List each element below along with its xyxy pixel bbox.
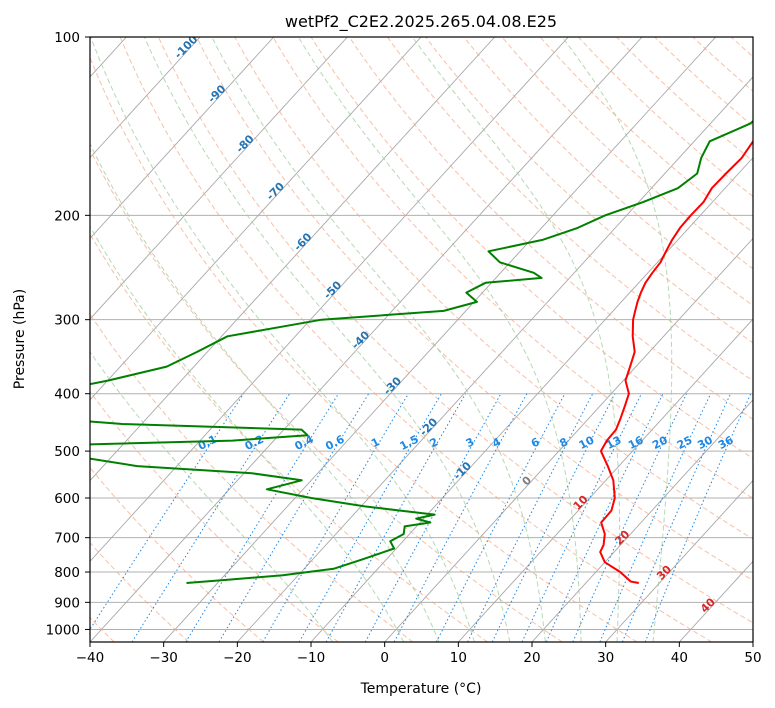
isotherm-line <box>90 37 643 642</box>
dry-adiabat-line <box>90 466 264 642</box>
isotherm-line <box>237 76 753 642</box>
y-tick-label: 400 <box>54 387 80 403</box>
x-axis-label: Temperature (°C) <box>360 681 482 697</box>
y-tick-label: 900 <box>54 595 80 611</box>
x-tick-label: 50 <box>744 650 761 666</box>
isotherm-line <box>90 37 275 240</box>
x-tick-label: 0 <box>380 650 389 666</box>
y-tick-label: 100 <box>54 30 80 46</box>
isotherm-line <box>90 37 496 482</box>
x-axis: −40 −30 −20 −10 0 10 20 30 40 50 <box>76 642 762 666</box>
mixing-ratio-line <box>325 393 467 642</box>
mixing-ratio-line <box>185 393 339 642</box>
moist-adiabat-line <box>90 142 440 642</box>
dry-adiabat-line <box>90 56 638 642</box>
moist-adiabat-line <box>90 37 475 642</box>
y-tick-label: 800 <box>54 565 80 581</box>
dry-adiabat-line <box>234 37 753 540</box>
mixing-ratio-line <box>644 393 752 642</box>
isotherm-line <box>90 37 422 401</box>
isotherm-line <box>90 37 201 159</box>
x-tick-label: −10 <box>297 650 326 666</box>
mixing-ratio-line <box>393 393 528 642</box>
y-axis: 100 200 300 400 500 600 700 800 900 1000 <box>46 30 90 638</box>
y-tick-label: 200 <box>54 208 80 224</box>
mixing-ratio-line <box>621 393 732 642</box>
dry-adiabat-line <box>348 37 753 420</box>
mixing-ratio-line <box>521 393 642 642</box>
moist-adiabat-line <box>411 37 621 642</box>
mixing-ratio-label: 16 <box>626 433 646 452</box>
x-tick-label: 10 <box>450 650 467 666</box>
dry-adiabat-line <box>90 390 339 642</box>
mixing-ratio-line <box>572 393 688 642</box>
moist-adiabat-line <box>90 351 334 642</box>
moist-adiabat-line <box>211 37 546 642</box>
mixing-ratio-line <box>545 393 664 642</box>
isotherm-line <box>310 156 753 642</box>
plot-area: 0.1 0.2 0.4 0.6 1 1.5 2 3 4 6 8 10 13 16 20 25 30 36-100-… <box>90 37 753 642</box>
moist-adiabat-line <box>297 37 582 642</box>
mixing-ratio-label: 30 <box>695 433 715 452</box>
moist-adiabat-line <box>143 37 511 642</box>
mixing-ratio-label: 10 <box>577 433 597 452</box>
mixing-ratio-line <box>90 393 245 631</box>
y-tick-label: 300 <box>54 313 80 329</box>
chart-title: wetPf2_C2E2.2025.265.04.08.E25 <box>285 12 557 32</box>
dewpoint-profile-line <box>90 119 753 584</box>
x-tick-label: −20 <box>223 650 252 666</box>
moist-adiabat-line <box>90 225 405 642</box>
isotherm-line <box>531 399 753 642</box>
dry-adiabat-line <box>157 37 753 624</box>
plot-frame <box>89 36 754 643</box>
mixing-ratio-line <box>218 393 370 642</box>
x-tick-label: 40 <box>671 650 688 666</box>
y-tick-label: 1000 <box>46 622 80 638</box>
dry-adiabat-line <box>578 37 753 198</box>
x-tick-label: 20 <box>523 650 540 666</box>
dry-adiabat-line <box>463 37 753 307</box>
dry-adiabat-line <box>119 37 712 642</box>
dry-adiabat-line <box>539 37 753 234</box>
mixing-ratio-line <box>599 393 712 642</box>
x-tick-label: −40 <box>76 650 105 666</box>
y-axis-label: Pressure (hPa) <box>12 289 28 389</box>
mixing-ratio-label: 25 <box>675 434 695 453</box>
y-tick-label: 500 <box>54 444 80 460</box>
isotherm-line <box>384 237 753 642</box>
mixing-ratio-line <box>364 393 502 642</box>
isotherm-line <box>605 479 753 642</box>
isotherm-line <box>163 37 717 642</box>
isotherm-line <box>90 37 569 562</box>
temperature-profile-line <box>599 139 753 584</box>
mixing-ratio-label: 36 <box>716 433 736 452</box>
dry-adiabat-line <box>90 148 563 642</box>
mixing-ratio-label: 20 <box>650 433 670 452</box>
y-tick-label: 700 <box>54 531 80 547</box>
x-tick-label: −30 <box>149 650 178 666</box>
mixing-ratio-line <box>131 393 291 642</box>
dry-adiabat-line <box>196 37 753 581</box>
y-tick-label: 600 <box>54 491 80 507</box>
x-tick-label: 30 <box>597 650 614 666</box>
dry-adiabat-line <box>387 37 753 382</box>
mixing-ratio-line <box>435 393 566 642</box>
isotherm-line <box>458 318 753 642</box>
dry-adiabat-line <box>501 37 753 270</box>
